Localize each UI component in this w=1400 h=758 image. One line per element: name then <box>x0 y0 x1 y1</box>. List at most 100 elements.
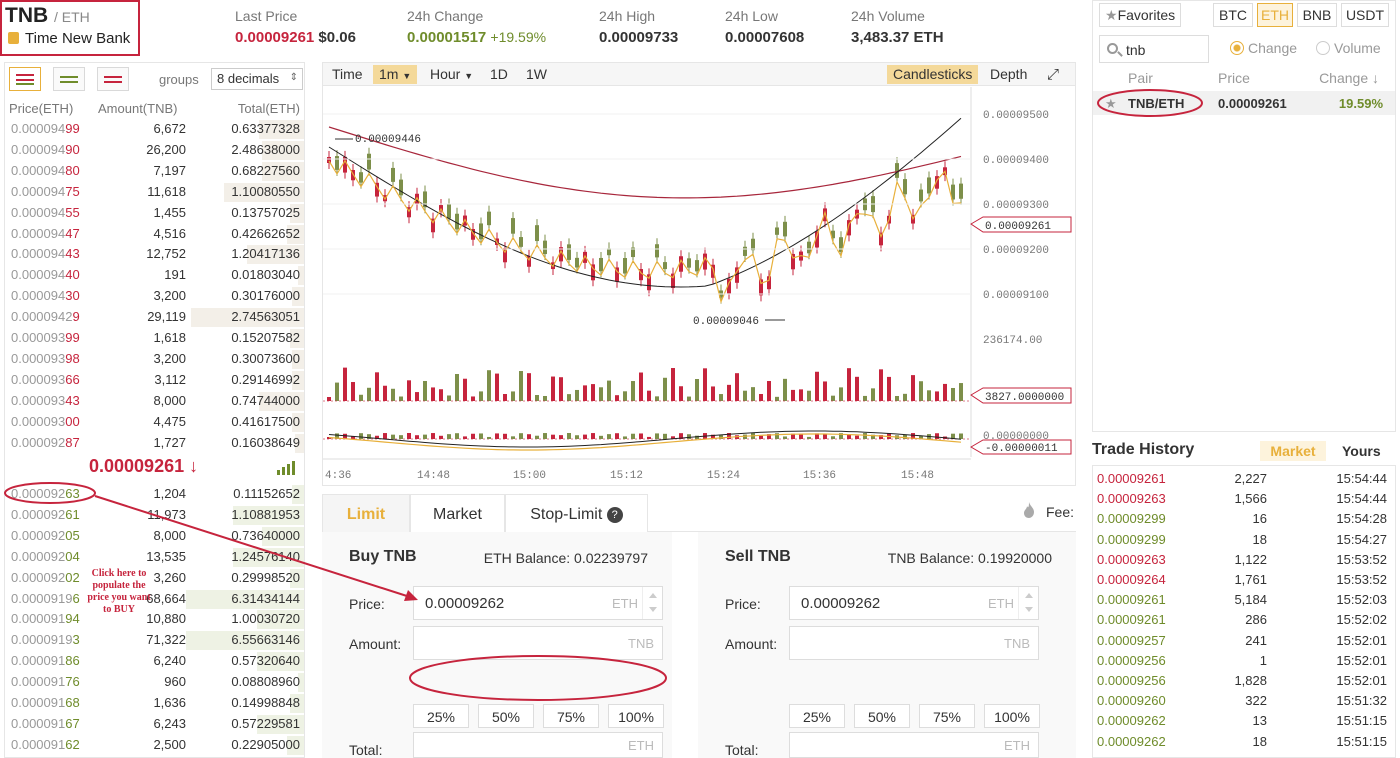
sort-volume-radio[interactable]: Volume <box>1316 40 1381 56</box>
trade-time: 15:51:15 <box>1336 733 1387 749</box>
orderbook-row[interactable]: 0.00009399 1,618 0.15207582 <box>5 328 304 349</box>
orderbook-row[interactable]: 0.00009194 10,880 1.00030720 <box>5 609 304 630</box>
sell-pct-25[interactable]: 25% <box>789 704 845 728</box>
orderbook-row[interactable]: 0.00009455 1,455 0.13757025 <box>5 203 304 224</box>
groups-select[interactable]: 8 decimals ⇕ <box>211 68 303 90</box>
view-bids-button[interactable] <box>53 67 85 91</box>
help-icon[interactable]: ? <box>606 507 623 523</box>
favorites-button[interactable]: ★Favorites <box>1099 3 1181 27</box>
buy-total-label: Total: <box>349 742 383 758</box>
view-both-button[interactable] <box>9 67 41 91</box>
tab-market[interactable]: Market <box>410 494 505 532</box>
row-amount: 6,243 <box>153 715 186 731</box>
tb-candlesticks[interactable]: Candlesticks <box>887 65 979 84</box>
macd-bar <box>519 433 523 439</box>
orderbook-row[interactable]: 0.00009204 13,535 1.24576140 <box>5 547 304 568</box>
sell-price-stepper[interactable] <box>1018 587 1038 619</box>
orderbook-row[interactable]: 0.00009343 8,000 0.74744000 <box>5 391 304 412</box>
orderbook-row[interactable]: 0.00009287 1,727 0.16038649 <box>5 433 304 454</box>
market-row-tnb-eth[interactable]: ★ TNB/ETH 0.00009261 19.59% <box>1093 91 1395 115</box>
candle-body <box>583 251 587 263</box>
orderbook-row[interactable]: 0.00009263 1,204 0.11152652 <box>5 484 304 505</box>
volume-bar <box>583 385 587 401</box>
buy-price-input[interactable]: 0.00009262 ETH <box>413 586 663 620</box>
candle-body <box>503 248 507 263</box>
buy-pct-100[interactable]: 100% <box>608 704 664 728</box>
star-icon[interactable]: ★ <box>1105 96 1117 111</box>
candle-body <box>631 247 635 258</box>
change-value: 0.00001517 <box>407 29 487 46</box>
sell-amount-label: Amount: <box>725 636 778 652</box>
tb-depth[interactable]: Depth <box>990 66 1028 82</box>
buy-pct-50[interactable]: 50% <box>478 704 534 728</box>
sell-amount-input[interactable]: TNB <box>789 626 1039 660</box>
orderbook-row[interactable]: 0.00009300 4,475 0.41617500 <box>5 412 304 433</box>
tab-stop-limit[interactable]: Stop-Limit ? <box>505 494 648 532</box>
sell-pct-100[interactable]: 100% <box>984 704 1040 728</box>
orderbook-row[interactable]: 0.00009167 6,243 0.57229581 <box>5 714 304 735</box>
buy-price-stepper[interactable] <box>642 587 662 619</box>
trade-price: 0.00009263 <box>1097 551 1166 567</box>
view-asks-button[interactable] <box>97 67 129 91</box>
row-total: 0.74744000 <box>231 392 300 408</box>
buy-pct-25[interactable]: 25% <box>413 704 469 728</box>
orderbook-row[interactable]: 0.00009205 8,000 0.73640000 <box>5 526 304 547</box>
orderbook-row[interactable]: 0.00009366 3,112 0.29146992 <box>5 370 304 391</box>
candlestick-chart[interactable]: 0.00009500 0.00009400 0.00009300 0.00009200… <box>323 87 1075 485</box>
orderbook-row[interactable]: 0.00009193 71,322 6.55663146 <box>5 630 304 651</box>
fullscreen-icon[interactable]: ⤢ <box>1047 66 1060 83</box>
macd-bar <box>455 433 459 439</box>
tb-time[interactable]: Time <box>332 66 363 82</box>
col-pair[interactable]: Pair <box>1128 70 1153 86</box>
sell-total-input[interactable]: ETH <box>789 732 1039 758</box>
candle-body <box>335 156 339 170</box>
orderbook-row[interactable]: 0.00009480 7,197 0.68227560 <box>5 161 304 182</box>
market-tab-eth[interactable]: ETH <box>1257 3 1293 27</box>
tab-your-trades[interactable]: Yours <box>1342 443 1381 459</box>
orderbook-row[interactable]: 0.00009443 12,752 1.20417136 <box>5 244 304 265</box>
trade-amount: 322 <box>1245 693 1267 709</box>
candle-body <box>727 278 731 294</box>
last-price-label: Last Price <box>235 8 298 24</box>
orderbook-row[interactable]: 0.00009168 1,636 0.14998848 <box>5 693 304 714</box>
tb-1d[interactable]: 1D <box>490 66 508 82</box>
market-tab-usdt[interactable]: USDT <box>1341 3 1389 27</box>
tb-hour[interactable]: Hour ▼ <box>424 65 479 84</box>
orderbook-row[interactable]: 0.00009186 6,240 0.57320640 <box>5 651 304 672</box>
stat-last-price: Last Price 0.00009261 $0.06 <box>235 8 356 46</box>
buy-total-input[interactable]: ETH <box>413 732 663 758</box>
candle-body <box>919 189 923 202</box>
sell-pct-75[interactable]: 75% <box>919 704 975 728</box>
change-pct: +19.59% <box>490 29 547 45</box>
orderbook-row[interactable]: 0.00009490 26,200 2.48638000 <box>5 140 304 161</box>
sell-pct-50[interactable]: 50% <box>854 704 910 728</box>
market-tab-bnb[interactable]: BNB <box>1297 3 1337 27</box>
orderbook-row[interactable]: 0.00009430 3,200 0.30176000 <box>5 286 304 307</box>
orderbook-row[interactable]: 0.00009440 191 0.01803040 <box>5 265 304 286</box>
tb-interval-1m[interactable]: 1m ▼ <box>373 65 418 84</box>
sort-change-radio[interactable]: Change <box>1230 40 1297 56</box>
orderbook-row[interactable]: 0.00009447 4,516 0.42662652 <box>5 224 304 245</box>
orderbook-row[interactable]: 0.00009261 11,973 1.10881953 <box>5 505 304 526</box>
buy-pct-75[interactable]: 75% <box>543 704 599 728</box>
pair-name[interactable]: Time New Bank <box>8 30 130 47</box>
volume-bar <box>551 376 555 401</box>
time-tick-label: 14:48 <box>417 470 450 482</box>
sell-price-input[interactable]: 0.00009262 ETH <box>789 586 1039 620</box>
volume-bar <box>719 394 723 401</box>
orderbook-row[interactable]: 0.00009398 3,200 0.30073600 <box>5 349 304 370</box>
col-market-price[interactable]: Price <box>1218 70 1250 86</box>
macd-bar <box>567 433 571 439</box>
tab-limit[interactable]: Limit <box>322 494 410 532</box>
col-change[interactable]: Change ↓ <box>1319 70 1379 86</box>
tab-market-trades[interactable]: Market <box>1260 441 1326 461</box>
buy-amount-input[interactable]: TNB <box>413 626 663 660</box>
orderbook-row[interactable]: 0.00009499 6,672 0.63377328 <box>5 119 304 140</box>
market-tab-btc[interactable]: BTC <box>1213 3 1253 27</box>
market-search-input[interactable]: tnb <box>1099 35 1209 63</box>
orderbook-row[interactable]: 0.00009429 29,119 2.74563051 <box>5 307 304 328</box>
orderbook-row[interactable]: 0.00009162 2,500 0.22905000 <box>5 735 304 756</box>
orderbook-row[interactable]: 0.00009176 960 0.08808960 <box>5 672 304 693</box>
tb-1w[interactable]: 1W <box>526 66 547 82</box>
orderbook-row[interactable]: 0.00009475 11,618 1.10080550 <box>5 182 304 203</box>
